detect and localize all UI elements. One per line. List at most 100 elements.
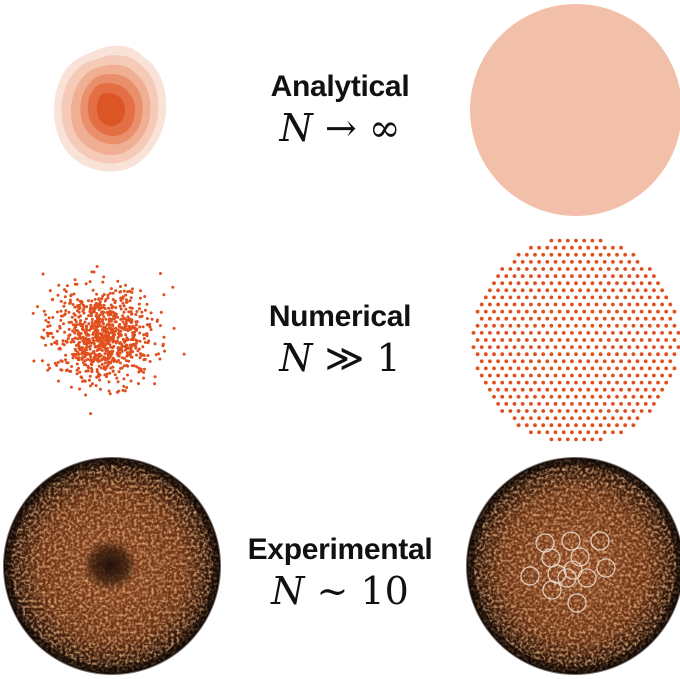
lattice-point (500, 338, 505, 342)
lattice-point (647, 338, 652, 342)
lattice-point (545, 331, 550, 335)
vortex-lattice-disk-icon (471, 238, 680, 442)
lattice-point (520, 260, 525, 264)
lattice-point (627, 387, 632, 392)
cloud-point (100, 349, 104, 352)
cloud-point (117, 370, 121, 374)
cloud-point (79, 319, 83, 323)
lattice-point (512, 416, 517, 420)
cloud-point (97, 320, 101, 324)
lattice-point (508, 380, 513, 385)
lattice-point (565, 394, 570, 399)
lattice-point (520, 373, 525, 378)
cloud-point (141, 345, 145, 349)
cloud-point (130, 355, 134, 359)
lattice-point (557, 394, 562, 399)
lattice-point (635, 359, 640, 364)
lattice-point (533, 309, 537, 314)
density-contour-blob-icon (53, 45, 167, 172)
cloud-point (70, 365, 74, 368)
cloud-point (120, 347, 123, 351)
cloud-point (106, 357, 110, 361)
lattice-point (492, 309, 496, 314)
lattice-point (647, 366, 652, 371)
cloud-point (73, 318, 77, 322)
cloud-point (112, 311, 116, 315)
cloud-point (109, 287, 113, 291)
lattice-point (533, 323, 537, 328)
lattice-point (529, 288, 533, 293)
lattice-point (656, 380, 660, 385)
cloud-point (111, 365, 115, 369)
lattice-point (549, 281, 554, 286)
lattice-point (647, 352, 652, 357)
lattice-point (561, 288, 566, 293)
lattice-point (524, 309, 529, 314)
lattice-point (549, 423, 554, 428)
cloud-point (69, 320, 73, 324)
cloud-point (111, 349, 115, 353)
lattice-point (565, 238, 570, 243)
lattice-point (529, 402, 533, 406)
lattice-point (578, 316, 582, 321)
lattice-point (557, 437, 562, 442)
lattice-point (565, 281, 570, 286)
cloud-point (96, 335, 100, 339)
lattice-point (479, 316, 484, 321)
lattice-point (565, 380, 570, 385)
cloud-point (125, 300, 129, 304)
cloud-point (78, 340, 81, 344)
lattice-point (602, 331, 607, 335)
cloud-point (106, 296, 110, 300)
lattice-point (652, 316, 656, 321)
row-formula: N → ∞ (190, 106, 490, 150)
lattice-point (598, 409, 603, 413)
lattice-point (537, 430, 541, 435)
lattice-point (524, 252, 529, 257)
lattice-point (512, 274, 517, 278)
lattice-point (520, 345, 525, 349)
cloud-point (44, 313, 47, 317)
lattice-point (545, 274, 550, 278)
lattice-point (553, 245, 558, 250)
cloud-point (98, 324, 102, 328)
cloud-point (107, 319, 111, 323)
cloud-point (122, 377, 126, 381)
lattice-point (656, 295, 660, 300)
lattice-point (635, 387, 640, 392)
lattice-point (504, 316, 509, 321)
formula-value: 1 (376, 336, 401, 380)
cloud-point (40, 359, 44, 363)
lattice-point (537, 387, 541, 392)
cloud-point (114, 289, 118, 293)
cloud-point (92, 310, 96, 313)
lattice-point (635, 288, 640, 293)
lattice-point (582, 394, 587, 399)
cloud-point (116, 353, 120, 357)
cloud-point (98, 378, 102, 382)
cloud-point (103, 358, 107, 362)
lattice-point (606, 295, 611, 300)
cloud-point (172, 326, 176, 330)
cloud-point (73, 353, 77, 357)
cloud-point (71, 323, 75, 327)
cloud-point (111, 323, 114, 327)
lattice-point (611, 387, 615, 392)
lattice-point (578, 245, 582, 250)
lattice-point (541, 252, 546, 257)
condensate-image-with-vortex-rings-icon (466, 457, 680, 675)
cloud-point (79, 314, 82, 318)
lattice-point (656, 323, 660, 328)
cloud-point (106, 360, 110, 364)
lattice-point (598, 281, 603, 286)
lattice-point (611, 288, 615, 293)
cloud-point (96, 357, 100, 361)
lattice-point (586, 402, 591, 406)
lattice-point (496, 316, 500, 321)
vortex-ring (557, 568, 577, 588)
lattice-point (594, 373, 599, 378)
cloud-point (127, 359, 131, 363)
cloud-point (41, 272, 45, 276)
cloud-point (157, 352, 160, 356)
lattice-point (570, 373, 574, 378)
